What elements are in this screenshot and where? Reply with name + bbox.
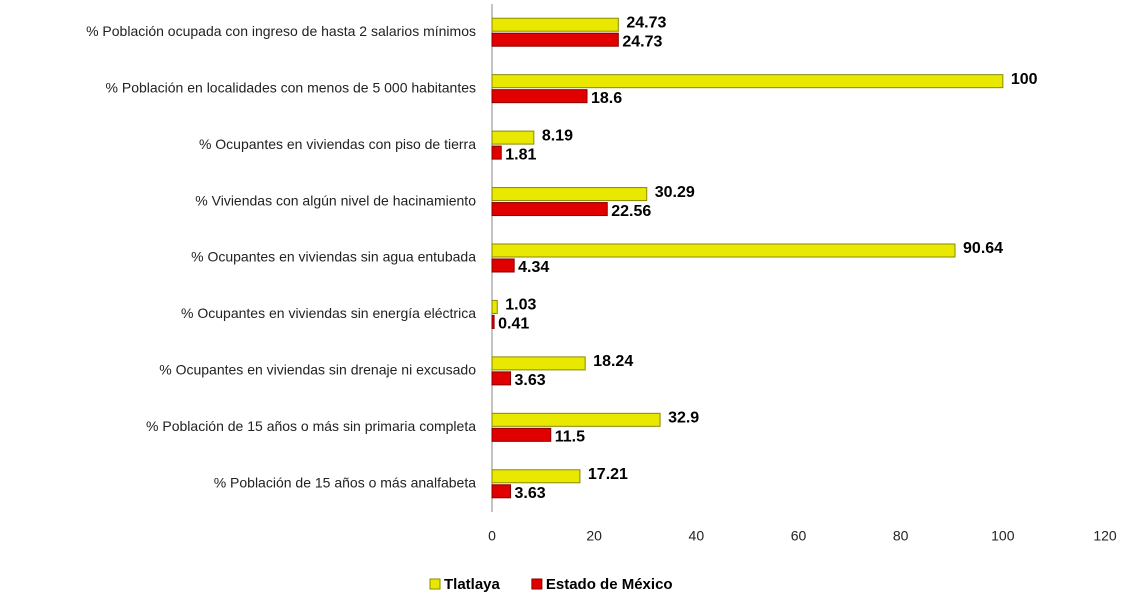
bar — [491, 299, 498, 314]
category-label: % Población ocupada con ingreso de hasta… — [86, 23, 476, 39]
value-label: 100 — [1011, 71, 1038, 88]
value-label: 24.73 — [626, 14, 666, 31]
x-tick-label: 80 — [893, 528, 909, 544]
x-tick-label: 120 — [1093, 528, 1117, 544]
x-tick-label: 20 — [586, 528, 602, 544]
bar — [491, 89, 588, 104]
value-label: 8.19 — [542, 127, 573, 144]
category-label: % Viviendas con algún nivel de hacinamie… — [195, 192, 476, 208]
value-label: 4.34 — [518, 259, 549, 276]
value-label: 18.24 — [593, 353, 633, 370]
bar — [491, 314, 495, 329]
legend-swatch — [429, 578, 441, 590]
value-label: 30.29 — [655, 184, 695, 201]
category-label: % Ocupantes en viviendas sin drenaje ni … — [159, 362, 476, 378]
bar — [491, 371, 512, 386]
value-label: 18.6 — [591, 90, 622, 107]
bar — [491, 17, 619, 32]
value-label: 1.03 — [505, 297, 536, 314]
bar — [491, 484, 512, 499]
bar — [491, 32, 619, 47]
category-label: % Ocupantes en viviendas sin agua entuba… — [191, 249, 476, 265]
legend-label: Tlatlaya — [444, 576, 501, 593]
x-tick-label: 100 — [991, 528, 1015, 544]
bar — [491, 187, 648, 202]
bar — [491, 258, 515, 273]
value-label: 3.63 — [515, 372, 546, 389]
x-tick-label: 40 — [689, 528, 705, 544]
bar — [491, 74, 1004, 89]
category-label: % Ocupantes en viviendas sin energía elé… — [181, 305, 476, 321]
bar — [491, 202, 608, 217]
value-label: 22.56 — [611, 203, 651, 220]
category-label: % Población de 15 años o más sin primari… — [146, 418, 476, 434]
bar — [491, 145, 502, 160]
category-label: % Ocupantes en viviendas con piso de tie… — [199, 136, 476, 152]
bar — [491, 130, 535, 145]
value-label: 1.81 — [505, 146, 536, 163]
bar — [491, 356, 586, 371]
category-label: % Población de 15 años o más analfabeta — [214, 474, 477, 490]
bar — [491, 427, 552, 442]
bar — [491, 469, 581, 484]
value-label: 24.73 — [622, 33, 662, 50]
value-label: 0.41 — [498, 316, 529, 333]
value-label: 17.21 — [588, 466, 628, 483]
x-tick-label: 0 — [488, 528, 496, 544]
category-label: % Población en localidades con menos de … — [106, 79, 476, 95]
bar — [491, 243, 956, 258]
value-label: 11.5 — [555, 429, 585, 446]
bar — [491, 412, 661, 427]
value-label: 90.64 — [963, 240, 1003, 257]
x-tick-label: 60 — [791, 528, 807, 544]
legend-label: Estado de México — [546, 576, 673, 593]
value-label: 3.63 — [515, 485, 546, 502]
value-label: 32.9 — [668, 410, 699, 427]
legend-swatch — [531, 578, 543, 590]
